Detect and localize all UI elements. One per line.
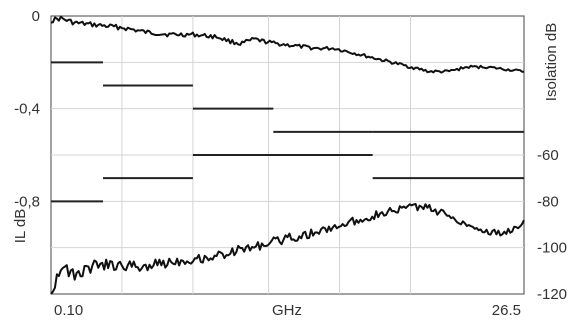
right-axis-label: Isolation dB — [543, 23, 560, 101]
tick-labels: 0 -0,4 -0,8 -60 -80 -100 -120 0.10 26.5 — [14, 8, 567, 319]
insertion-loss-trace — [50, 15, 525, 74]
x-axis-label: GHz — [272, 302, 302, 319]
right-tick-label: -100 — [537, 240, 567, 257]
left-tick-label: -0,4 — [14, 101, 40, 118]
measured-traces — [50, 15, 525, 295]
spec-step-lines — [51, 61, 524, 203]
left-tick-label: 0 — [32, 8, 40, 25]
x-tick-label: 26.5 — [492, 302, 521, 319]
right-tick-label: -80 — [537, 193, 559, 210]
left-tick-label: -0,8 — [14, 193, 40, 210]
x-tick-label: 0.10 — [54, 302, 83, 319]
isolation-trace — [50, 203, 525, 295]
right-tick-label: -120 — [537, 286, 567, 303]
left-axis-label: IL dB — [12, 209, 29, 243]
right-tick-label: -60 — [537, 147, 559, 164]
